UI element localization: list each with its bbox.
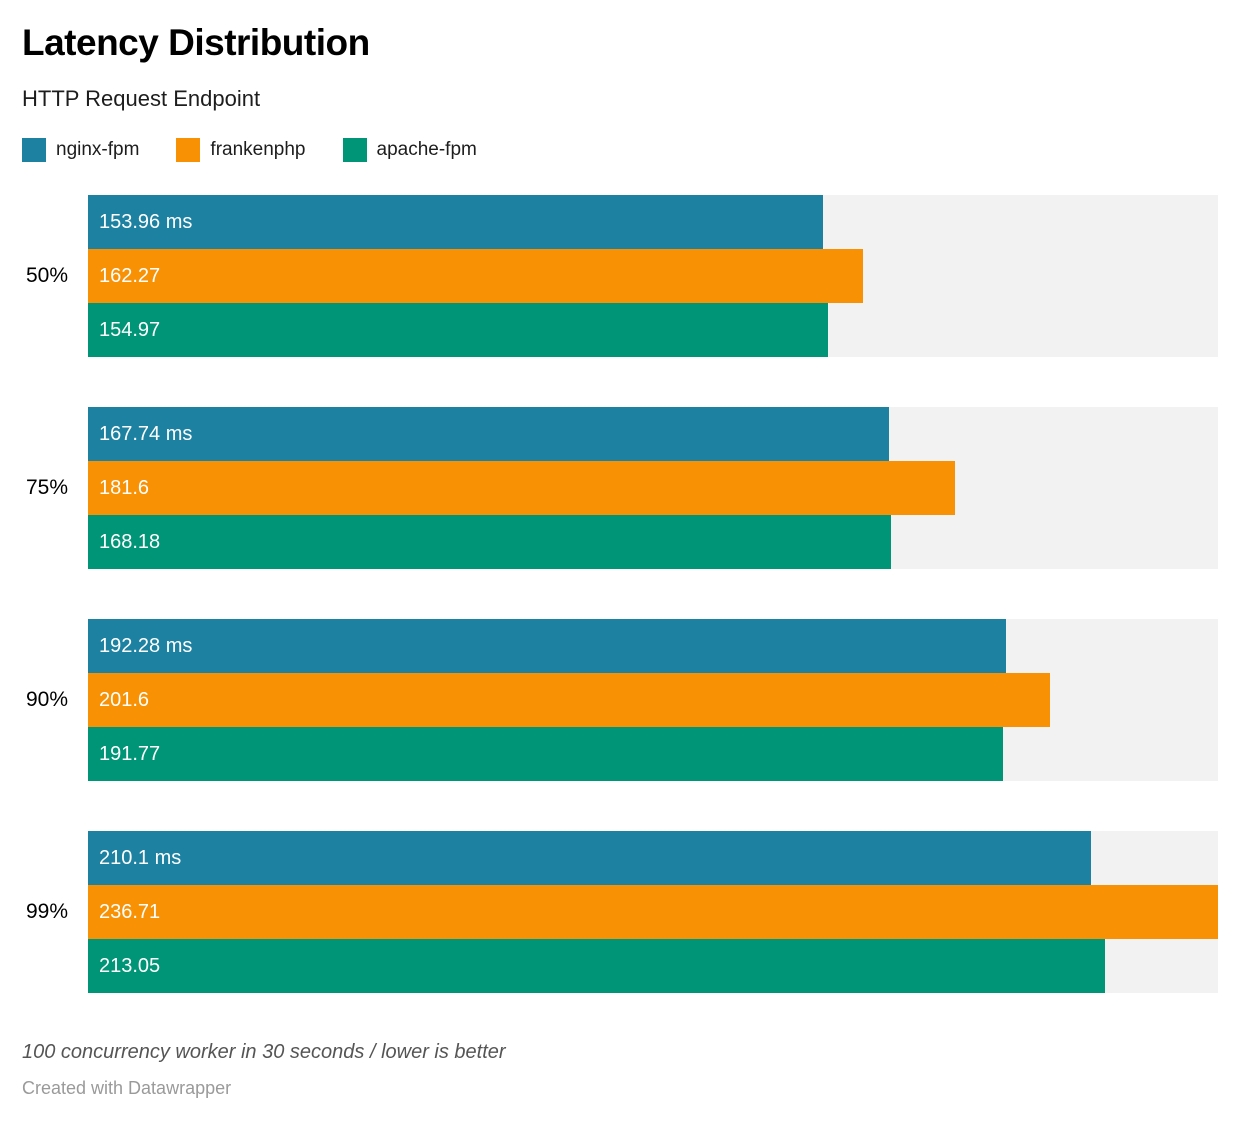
bar-group-50%: 50% 153.96 ms 162.27 154.97 <box>22 195 1218 358</box>
bar-nginx-fpm: 167.74 ms <box>88 407 889 462</box>
bar-apache-fpm: 213.05 <box>88 939 1106 994</box>
legend-swatch-icon <box>22 138 46 163</box>
legend: nginx-fpm frankenphp apache-fpm <box>22 138 1218 163</box>
bar-value-label: 154.97 <box>99 318 161 341</box>
bar-apache-fpm: 168.18 <box>88 515 891 570</box>
datawrapper-credit[interactable]: Created with Datawrapper <box>22 1078 232 1099</box>
legend-swatch-icon <box>342 138 367 163</box>
legend-item-apache-fpm: apache-fpm <box>342 138 477 163</box>
bar-value-label: 201.6 <box>99 688 150 711</box>
bar-group-90%: 90% 192.28 ms 201.6 191.77 <box>22 619 1218 782</box>
bar-value-label: 153.96 ms <box>99 210 193 233</box>
category-label: 50% <box>25 264 68 288</box>
bar-value-label: 236.71 <box>99 900 161 923</box>
legend-label: frankenphp <box>210 139 306 161</box>
category-label: 90% <box>25 688 68 712</box>
bar-apache-fpm: 154.97 <box>88 303 828 358</box>
legend-item-nginx-fpm: nginx-fpm <box>22 138 140 163</box>
bar-value-label: 213.05 <box>99 954 161 977</box>
footer-note: 100 concurrency worker in 30 seconds / l… <box>22 1041 506 1064</box>
bar-group-99%: 99% 210.1 ms 236.71 213.05 <box>22 831 1218 994</box>
bar-frankenphp: 162.27 <box>88 249 863 304</box>
bar-value-label: 168.18 <box>99 530 161 553</box>
chart-subtitle: HTTP Request Endpoint <box>22 85 261 111</box>
bar-apache-fpm: 191.77 <box>88 727 1004 782</box>
category-label: 75% <box>25 476 68 500</box>
bar-track: 210.1 ms 236.71 213.05 <box>88 831 1218 994</box>
bar-value-label: 162.27 <box>99 264 161 287</box>
bar-nginx-fpm: 153.96 ms <box>88 195 823 250</box>
bar-track: 153.96 ms 162.27 154.97 <box>88 195 1218 358</box>
bar-value-label: 167.74 ms <box>99 422 193 445</box>
chart-card: Latency Distribution HTTP Request Endpoi… <box>22 22 1218 994</box>
bar-value-label: 191.77 <box>99 742 161 765</box>
legend-swatch-icon <box>176 138 201 163</box>
bar-track: 167.74 ms 181.6 168.18 <box>88 407 1218 570</box>
bar-frankenphp: 181.6 <box>88 461 955 516</box>
bar-nginx-fpm: 210.1 ms <box>88 831 1091 886</box>
category-label: 99% <box>25 900 68 924</box>
legend-label: nginx-fpm <box>56 139 140 161</box>
bar-value-label: 210.1 ms <box>99 846 182 869</box>
bar-group-75%: 75% 167.74 ms 181.6 168.18 <box>22 407 1218 570</box>
chart-footer: 100 concurrency worker in 30 seconds / l… <box>0 1039 1240 1099</box>
page-title: Latency Distribution <box>22 22 370 63</box>
bar-frankenphp: 201.6 <box>88 673 1051 728</box>
bar-chart: 50% 153.96 ms 162.27 154.97 75% 167.74 ms 181.… <box>22 195 1218 994</box>
bar-track: 192.28 ms 201.6 191.77 <box>88 619 1218 782</box>
legend-item-frankenphp: frankenphp <box>176 138 306 163</box>
bar-nginx-fpm: 192.28 ms <box>88 619 1006 674</box>
bar-value-label: 181.6 <box>99 476 150 499</box>
bar-frankenphp: 236.71 <box>88 885 1218 940</box>
bar-value-label: 192.28 ms <box>99 634 193 657</box>
legend-label: apache-fpm <box>376 139 477 161</box>
